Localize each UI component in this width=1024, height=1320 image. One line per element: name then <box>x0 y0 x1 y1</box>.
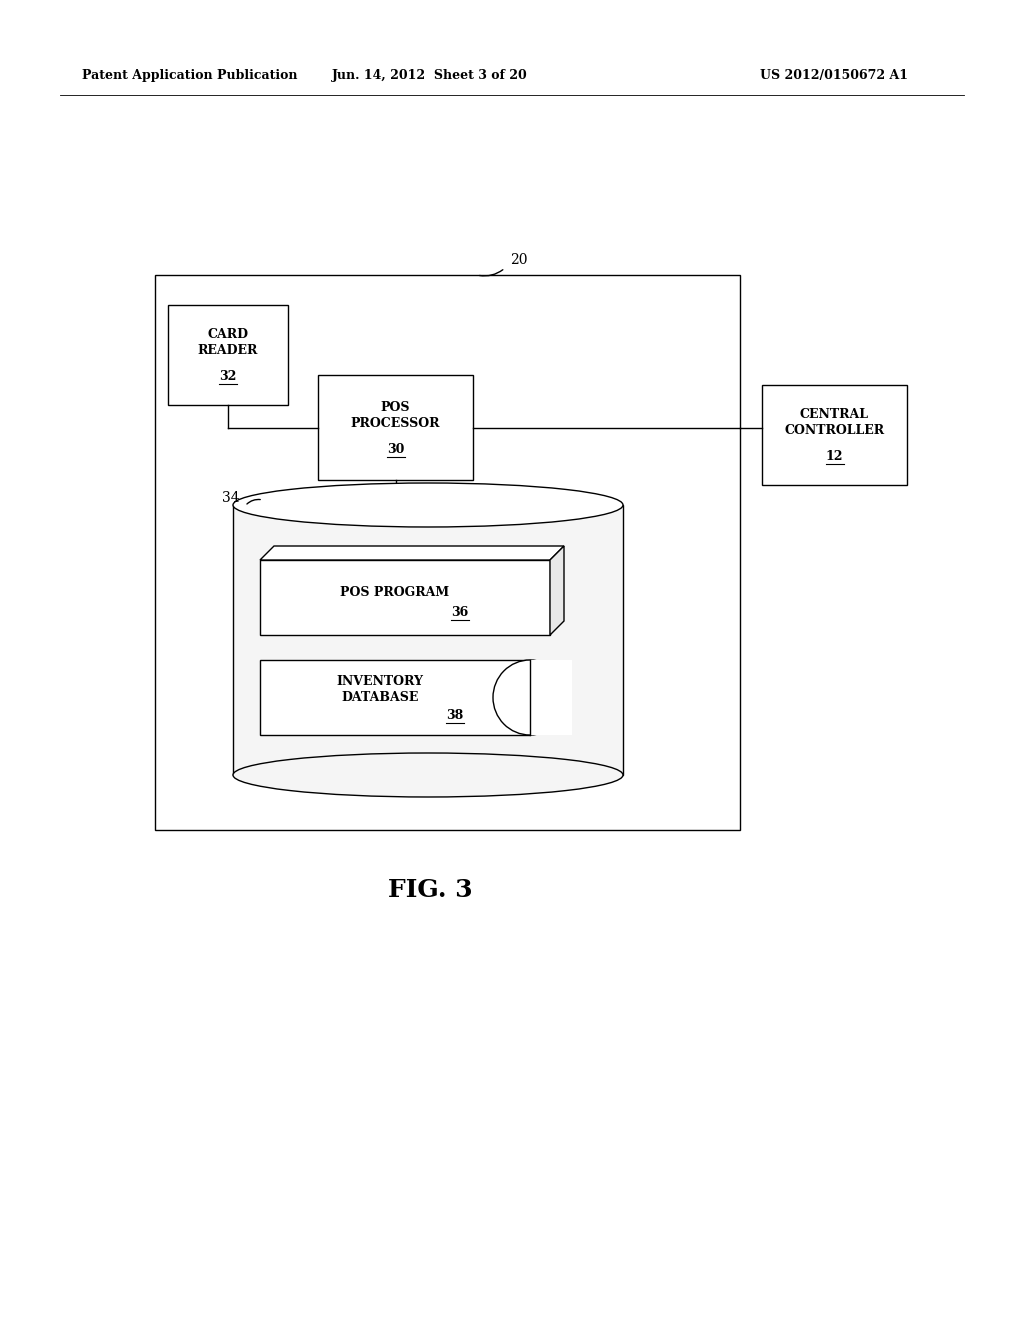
Text: 38: 38 <box>446 709 464 722</box>
Bar <box>530 660 572 735</box>
Text: FIG. 3: FIG. 3 <box>388 878 472 902</box>
Text: 32: 32 <box>219 371 237 384</box>
Text: 34: 34 <box>222 491 240 506</box>
Bar <box>155 275 740 830</box>
Text: Jun. 14, 2012  Sheet 3 of 20: Jun. 14, 2012 Sheet 3 of 20 <box>332 69 528 82</box>
Bar <box>168 305 288 405</box>
Polygon shape <box>550 546 564 635</box>
Text: 12: 12 <box>825 450 843 463</box>
Bar <box>762 385 907 484</box>
Ellipse shape <box>233 752 623 797</box>
Bar <box>260 660 530 735</box>
Text: POS
PROCESSOR: POS PROCESSOR <box>351 401 440 430</box>
Text: US 2012/0150672 A1: US 2012/0150672 A1 <box>760 69 908 82</box>
Ellipse shape <box>233 483 623 527</box>
Bar <box>233 506 623 775</box>
Bar <box>260 560 550 635</box>
Bar <box>318 375 473 480</box>
Text: 30: 30 <box>387 444 404 455</box>
Text: 20: 20 <box>510 253 527 267</box>
Text: POS PROGRAM: POS PROGRAM <box>340 586 450 599</box>
Ellipse shape <box>493 660 567 735</box>
Text: CENTRAL
CONTROLLER: CENTRAL CONTROLLER <box>784 408 885 437</box>
Text: 36: 36 <box>452 606 469 619</box>
Text: INVENTORY
DATABASE: INVENTORY DATABASE <box>337 675 424 704</box>
Text: Patent Application Publication: Patent Application Publication <box>82 69 298 82</box>
Polygon shape <box>260 546 564 560</box>
Text: CARD
READER: CARD READER <box>198 329 258 358</box>
